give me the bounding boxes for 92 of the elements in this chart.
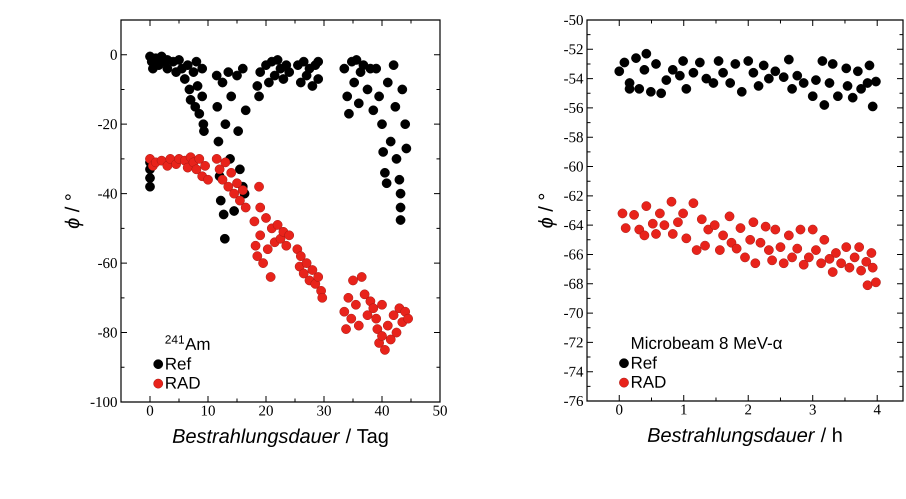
point <box>787 84 797 94</box>
point <box>770 66 780 76</box>
y-tick-label: -60 <box>564 161 583 172</box>
y-tick-label: -60 <box>98 258 117 268</box>
y-tick-label: -54 <box>564 74 584 84</box>
point <box>764 74 774 84</box>
y-tick-label: -100 <box>90 396 117 408</box>
point <box>833 91 843 102</box>
legend-label: Ref <box>166 357 192 370</box>
x-tick-label: 10 <box>202 406 215 416</box>
y-tick-label: -58 <box>564 132 583 142</box>
point <box>651 59 661 69</box>
point <box>818 56 828 66</box>
point <box>784 54 794 64</box>
point <box>811 75 821 85</box>
x-tick-label: 50 <box>433 406 447 416</box>
point <box>778 72 789 82</box>
y-tick-label: -52 <box>564 44 583 54</box>
y-tick-label: -76 <box>564 396 584 406</box>
y-tick-label: -80 <box>98 328 117 338</box>
point <box>661 75 672 85</box>
point <box>695 58 705 68</box>
y-tick-label: -20 <box>98 119 117 130</box>
y-tick-label: -66 <box>564 249 584 260</box>
x-tick-label: 30 <box>317 406 331 416</box>
point <box>736 86 747 97</box>
y-tick-label: -56 <box>564 102 584 113</box>
y-tick-label: -62 <box>564 190 583 201</box>
point <box>871 76 881 86</box>
point <box>758 60 769 70</box>
y-tick-label: 0 <box>110 50 117 60</box>
x-tick-label: 4 <box>874 404 881 414</box>
point <box>824 78 834 88</box>
y-tick-label: -72 <box>564 337 583 348</box>
point <box>675 70 685 81</box>
point <box>678 56 688 66</box>
point <box>701 74 712 84</box>
y-tick-label: -50 <box>564 14 583 26</box>
y-tick-label: -40 <box>98 188 117 199</box>
legend-title: Microbeam 8 MeV-α <box>632 336 782 350</box>
point <box>798 78 809 88</box>
point <box>725 78 736 88</box>
point <box>862 78 872 88</box>
point <box>841 64 852 74</box>
point <box>620 58 630 68</box>
point <box>856 84 866 94</box>
x-tick-label: 40 <box>374 406 389 416</box>
x-axis-title: Bestrahlungsdauer / h <box>648 427 842 446</box>
point <box>842 81 852 91</box>
point <box>748 68 758 78</box>
point <box>640 64 650 75</box>
legend-label: Ref <box>632 356 657 369</box>
point <box>754 81 764 91</box>
point <box>714 56 724 66</box>
y-tick-label: -64 <box>564 220 584 230</box>
point <box>828 59 838 69</box>
legend-title: $^{241}$Am <box>165 335 210 350</box>
y-tick-label: -70 <box>564 308 583 318</box>
point <box>730 59 740 69</box>
point <box>853 66 863 76</box>
x-tick-label: 1 <box>681 404 687 414</box>
point <box>688 68 698 78</box>
point <box>848 92 858 103</box>
point <box>614 66 624 76</box>
point <box>646 86 656 97</box>
point <box>668 64 678 75</box>
y-axis-title: ϕ / ° <box>64 194 84 228</box>
point <box>634 84 644 94</box>
x-tick-label: 0 <box>146 406 154 416</box>
x-tick-label: 3 <box>810 404 816 415</box>
point <box>681 84 692 94</box>
point <box>792 70 802 81</box>
point <box>808 91 818 102</box>
point <box>743 56 754 66</box>
x-tick-label: 0 <box>616 404 622 415</box>
point <box>868 102 878 112</box>
x-axis-title: Bestrahlungsdauer / Tag <box>172 428 388 448</box>
point <box>641 48 652 59</box>
legend-label: RAD <box>632 376 666 388</box>
point <box>631 53 641 63</box>
point <box>718 68 728 78</box>
x-tick-label: 2 <box>745 404 752 414</box>
x-tick-label: 20 <box>259 406 273 416</box>
y-tick-label: -68 <box>564 278 583 289</box>
y-tick-label: -74 <box>564 366 584 377</box>
point <box>656 88 666 98</box>
y-axis-title: ϕ / ° <box>538 194 557 228</box>
point <box>624 84 634 94</box>
point <box>819 100 830 110</box>
point <box>708 78 718 88</box>
point <box>864 60 874 70</box>
legend-label: RAD <box>166 377 200 389</box>
